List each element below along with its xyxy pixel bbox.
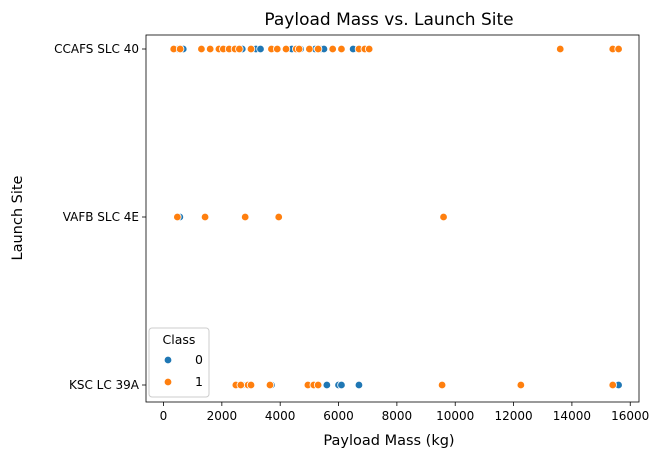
data-point-class-1 (274, 212, 283, 222)
x-tick-label: 16000 (611, 409, 649, 423)
data-point-class-1 (328, 44, 337, 54)
data-point-class-1 (364, 44, 374, 54)
data-point-class-1 (240, 212, 250, 222)
data-point-class-1 (273, 44, 282, 54)
data-point-class-1 (608, 380, 617, 390)
y-tick-label-ksc-lc-39a: KSC LC 39A (69, 378, 140, 392)
plot-frame (145, 34, 640, 403)
data-point-class-1 (437, 380, 447, 390)
x-tick-label: 10000 (436, 409, 474, 423)
data-point-class-1 (556, 44, 565, 54)
data-point-class-1 (281, 44, 291, 54)
y-tick-label-ccafs-slc-40: CCAFS SLC 40 (54, 42, 139, 56)
x-axis-label: Payload Mass (kg) (323, 433, 454, 449)
data-point-class-1 (516, 380, 526, 390)
data-point-class-1 (236, 380, 246, 390)
data-point-class-1 (246, 380, 256, 390)
legend-label-class-0: 0 (195, 352, 203, 367)
data-point-class-1 (313, 44, 323, 54)
data-point-class-1 (175, 44, 185, 54)
legend-marker-class-0 (163, 355, 173, 365)
data-point-class-0 (322, 380, 332, 390)
data-point-class-0 (354, 380, 364, 390)
x-tick-label: 8000 (382, 409, 413, 423)
data-point-class-1 (265, 380, 275, 390)
x-tick-label: 2000 (207, 409, 238, 423)
legend-title: Class (163, 332, 196, 347)
legend-box (148, 327, 210, 398)
data-point-class-0 (256, 44, 265, 54)
x-tick-label: 14000 (553, 409, 591, 423)
data-point-class-1 (200, 212, 210, 222)
data-point-class-1 (235, 44, 244, 54)
y-axis: CCAFS SLC 40 VAFB SLC 4E KSC LC 39A (54, 42, 146, 392)
y-tick-label-vafb-slc-4e: VAFB SLC 4E (63, 210, 139, 224)
data-point-class-1 (205, 44, 215, 54)
data-point-class-1 (337, 44, 346, 54)
chart-title: Payload Mass vs. Launch Site (264, 10, 513, 30)
data-point-class-1 (305, 44, 314, 54)
data-point-class-0 (337, 380, 346, 390)
legend-label-class-1: 1 (195, 374, 203, 389)
data-point-class-1 (313, 380, 323, 390)
data-point-class-1 (614, 44, 623, 54)
data-point-class-1 (294, 44, 304, 54)
legend-marker-class-1 (163, 377, 173, 387)
legend: Class 0 1 (148, 327, 210, 398)
data-point-class-1 (197, 44, 206, 54)
data-point-class-1 (246, 44, 256, 54)
data-point-class-1 (173, 212, 182, 222)
x-tick-label: 12000 (494, 409, 532, 423)
x-tick-label: 0 (160, 409, 168, 423)
data-point-class-1 (439, 212, 448, 222)
x-tick-label: 6000 (323, 409, 354, 423)
data-points (169, 44, 623, 390)
x-tick-label: 4000 (265, 409, 296, 423)
y-axis-label: Launch Site (10, 175, 26, 260)
x-axis: 0 2000 4000 6000 8000 10000 12000 14000 16000 (160, 402, 649, 423)
